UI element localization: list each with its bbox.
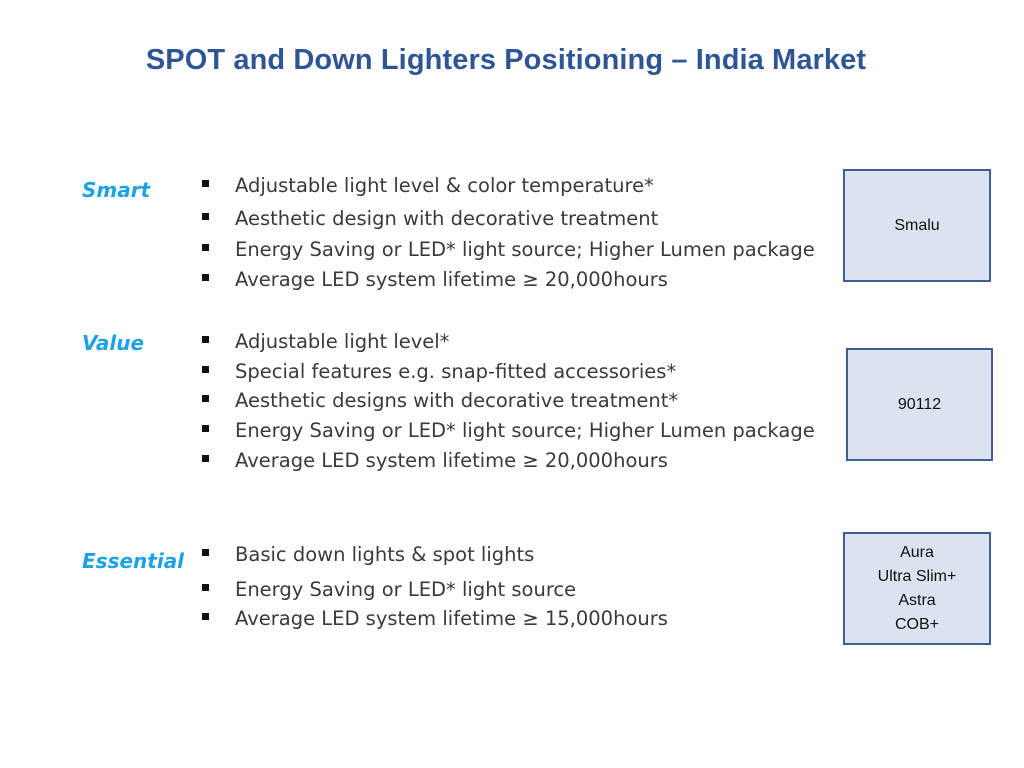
- essential-features-list: Basic down lights & spot lights Energy S…: [200, 545, 668, 639]
- product-box-essential: Aura Ultra Slim+ Astra COB+: [843, 532, 991, 645]
- bullet-icon: [202, 455, 209, 462]
- list-item: Aesthetic designs with decorative treatm…: [200, 391, 815, 421]
- list-item: Average LED system lifetime ≥ 20,000hour…: [200, 451, 815, 481]
- bullet-icon: [202, 613, 209, 620]
- feature-text: Special features e.g. snap-fitted access…: [235, 360, 677, 383]
- smart-features-list: Adjustable light level & color temperatu…: [200, 176, 815, 300]
- list-item: Basic down lights & spot lights: [200, 545, 668, 580]
- feature-text: Average LED system lifetime ≥ 20,000hour…: [235, 268, 668, 291]
- bullet-icon: [202, 274, 209, 281]
- feature-text: Adjustable light level & color temperatu…: [235, 174, 654, 197]
- feature-text: Aesthetic design with decorative treatme…: [235, 207, 659, 230]
- feature-text: Energy Saving or LED* light source; High…: [235, 419, 815, 442]
- tier-label-smart: Smart: [82, 178, 151, 202]
- value-features-list: Adjustable light level* Special features…: [200, 332, 815, 481]
- feature-text: Basic down lights & spot lights: [235, 543, 535, 566]
- bullet-icon: [202, 180, 209, 187]
- bullet-icon: [202, 366, 209, 373]
- product-box-value: 90112: [846, 348, 993, 461]
- product-name: Ultra Slim+: [877, 567, 957, 585]
- tier-label-essential: Essential: [82, 549, 185, 573]
- product-name: 90112: [897, 395, 942, 413]
- list-item: Average LED system lifetime ≥ 15,000hour…: [200, 609, 668, 639]
- product-name: Aura: [900, 543, 934, 561]
- bullet-icon: [202, 244, 209, 251]
- bullet-icon: [202, 425, 209, 432]
- feature-text: Aesthetic designs with decorative treatm…: [235, 389, 679, 412]
- feature-text: Energy Saving or LED* light source: [235, 578, 577, 601]
- bullet-icon: [202, 584, 209, 591]
- list-item: Special features e.g. snap-fitted access…: [200, 362, 815, 391]
- list-item: Aesthetic design with decorative treatme…: [200, 209, 815, 240]
- list-item: Energy Saving or LED* light source: [200, 580, 668, 609]
- feature-text: Energy Saving or LED* light source; High…: [235, 238, 815, 261]
- tier-label-value: Value: [82, 331, 145, 355]
- list-item: Average LED system lifetime ≥ 20,000hour…: [200, 270, 815, 300]
- bullet-icon: [202, 549, 209, 556]
- list-item: Energy Saving or LED* light source; High…: [200, 421, 815, 451]
- feature-text: Average LED system lifetime ≥ 15,000hour…: [235, 607, 668, 630]
- list-item: Energy Saving or LED* light source; High…: [200, 240, 815, 270]
- page-title: SPOT and Down Lighters Positioning – Ind…: [145, 44, 867, 76]
- feature-text: Adjustable light level*: [235, 330, 450, 353]
- list-item: Adjustable light level*: [200, 332, 815, 362]
- product-name: Smalu: [894, 216, 940, 234]
- product-box-smart: Smalu: [843, 169, 991, 282]
- bullet-icon: [202, 213, 209, 220]
- product-name: Astra: [898, 591, 936, 609]
- bullet-icon: [202, 395, 209, 402]
- bullet-icon: [202, 336, 209, 343]
- list-item: Adjustable light level & color temperatu…: [200, 176, 815, 209]
- feature-text: Average LED system lifetime ≥ 20,000hour…: [235, 449, 668, 472]
- product-name: COB+: [894, 615, 939, 633]
